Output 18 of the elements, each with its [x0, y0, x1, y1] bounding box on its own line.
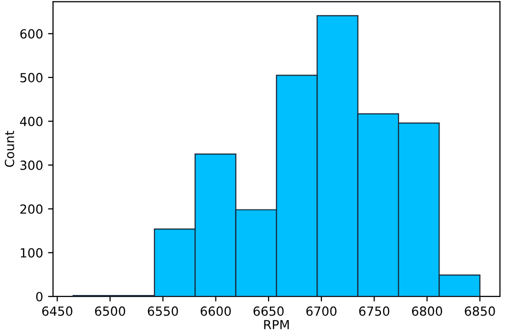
x-axis-title: RPM — [264, 320, 289, 330]
y-axis-title: Count — [4, 130, 14, 167]
x-tick-label: 6450 — [42, 306, 72, 316]
x-tick-label: 6650 — [254, 306, 284, 316]
x-tick-label: 6850 — [464, 306, 495, 316]
y-tick-label: 200 — [20, 204, 42, 214]
x-tick-label: 6800 — [412, 306, 442, 316]
y-tick-label: 300 — [20, 160, 42, 170]
y-tick-label: 100 — [20, 248, 42, 258]
y-tick-label: 600 — [20, 29, 42, 39]
x-tick-label: 6750 — [359, 306, 390, 316]
x-tick-label: 6600 — [200, 306, 231, 316]
y-tick-label: 0 — [36, 292, 42, 302]
x-tick-label: 6700 — [306, 306, 336, 316]
y-tick-label: 400 — [20, 116, 42, 126]
x-tick-label: 6500 — [95, 306, 126, 316]
y-tick-label: 500 — [20, 72, 42, 82]
x-tick-label: 6550 — [148, 306, 178, 316]
